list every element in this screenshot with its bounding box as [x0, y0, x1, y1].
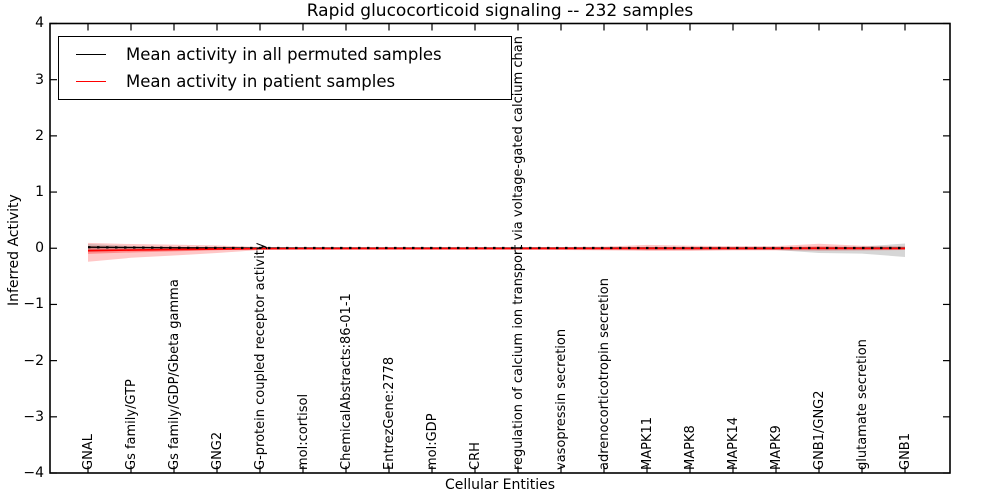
patient-band-outer: [88, 242, 905, 262]
legend-entry-patient: Mean activity in patient samples: [59, 72, 511, 91]
x-tick-label: regulation of calcium ion transport via …: [510, 36, 526, 470]
legend-line-black-icon: [76, 54, 106, 55]
y-tick-label: −1: [23, 296, 44, 313]
x-tick-label: mol:GDP: [424, 413, 440, 470]
x-tick-label: GNB1: [897, 433, 913, 470]
legend-label: Mean activity in all permuted samples: [126, 45, 442, 64]
y-tick-label: 4: [35, 15, 44, 32]
y-tick-label: −4: [23, 465, 44, 481]
x-tick-label: ChemicalAbstracts:86-01-1: [338, 293, 354, 470]
permuted-mean-dotted-line: [87, 246, 905, 250]
legend: Mean activity in all permuted samples Me…: [58, 36, 512, 100]
x-tick-label: GNG2: [209, 431, 225, 470]
x-tick-label: MAPK14: [725, 416, 741, 470]
y-tick-label: −2: [23, 352, 44, 369]
x-tick-label: GNB1/GNG2: [811, 390, 827, 470]
x-tick-label: glutamate secretion: [854, 339, 870, 470]
x-tick-label: mol:cortisol: [295, 393, 311, 470]
y-tick-label: 0: [35, 240, 44, 257]
x-tick-label: EntrezGene:2778: [381, 356, 397, 470]
x-tick-label: Gs family/GDP/Gbeta gamma: [166, 279, 182, 470]
x-tick-label: adrenocorticotropin secretion: [596, 278, 612, 470]
x-tick-label: Gs family/GTP: [123, 379, 139, 470]
y-tick-label: 2: [35, 127, 44, 144]
x-tick-label: MAPK8: [682, 425, 698, 470]
y-tick-label: 1: [35, 184, 44, 201]
x-tick-label: MAPK9: [768, 425, 784, 470]
x-tick-label: GNAL: [80, 434, 96, 470]
x-tick-label: CRH: [467, 442, 483, 470]
x-axis-label: Cellular Entities: [444, 477, 556, 493]
legend-entry-permuted: Mean activity in all permuted samples: [59, 45, 511, 64]
y-tick-label: 3: [35, 71, 44, 88]
chart-title: Rapid glucocorticoid signaling -- 232 sa…: [306, 1, 694, 21]
y-tick-label: −3: [23, 408, 44, 425]
x-tick-label: MAPK11: [639, 416, 655, 470]
x-tick-label: vasopressin secretion: [553, 328, 569, 470]
legend-line-red-icon: [76, 81, 106, 82]
legend-label: Mean activity in patient samples: [126, 72, 396, 91]
x-tick-label: G-protein coupled receptor activity: [252, 242, 268, 470]
